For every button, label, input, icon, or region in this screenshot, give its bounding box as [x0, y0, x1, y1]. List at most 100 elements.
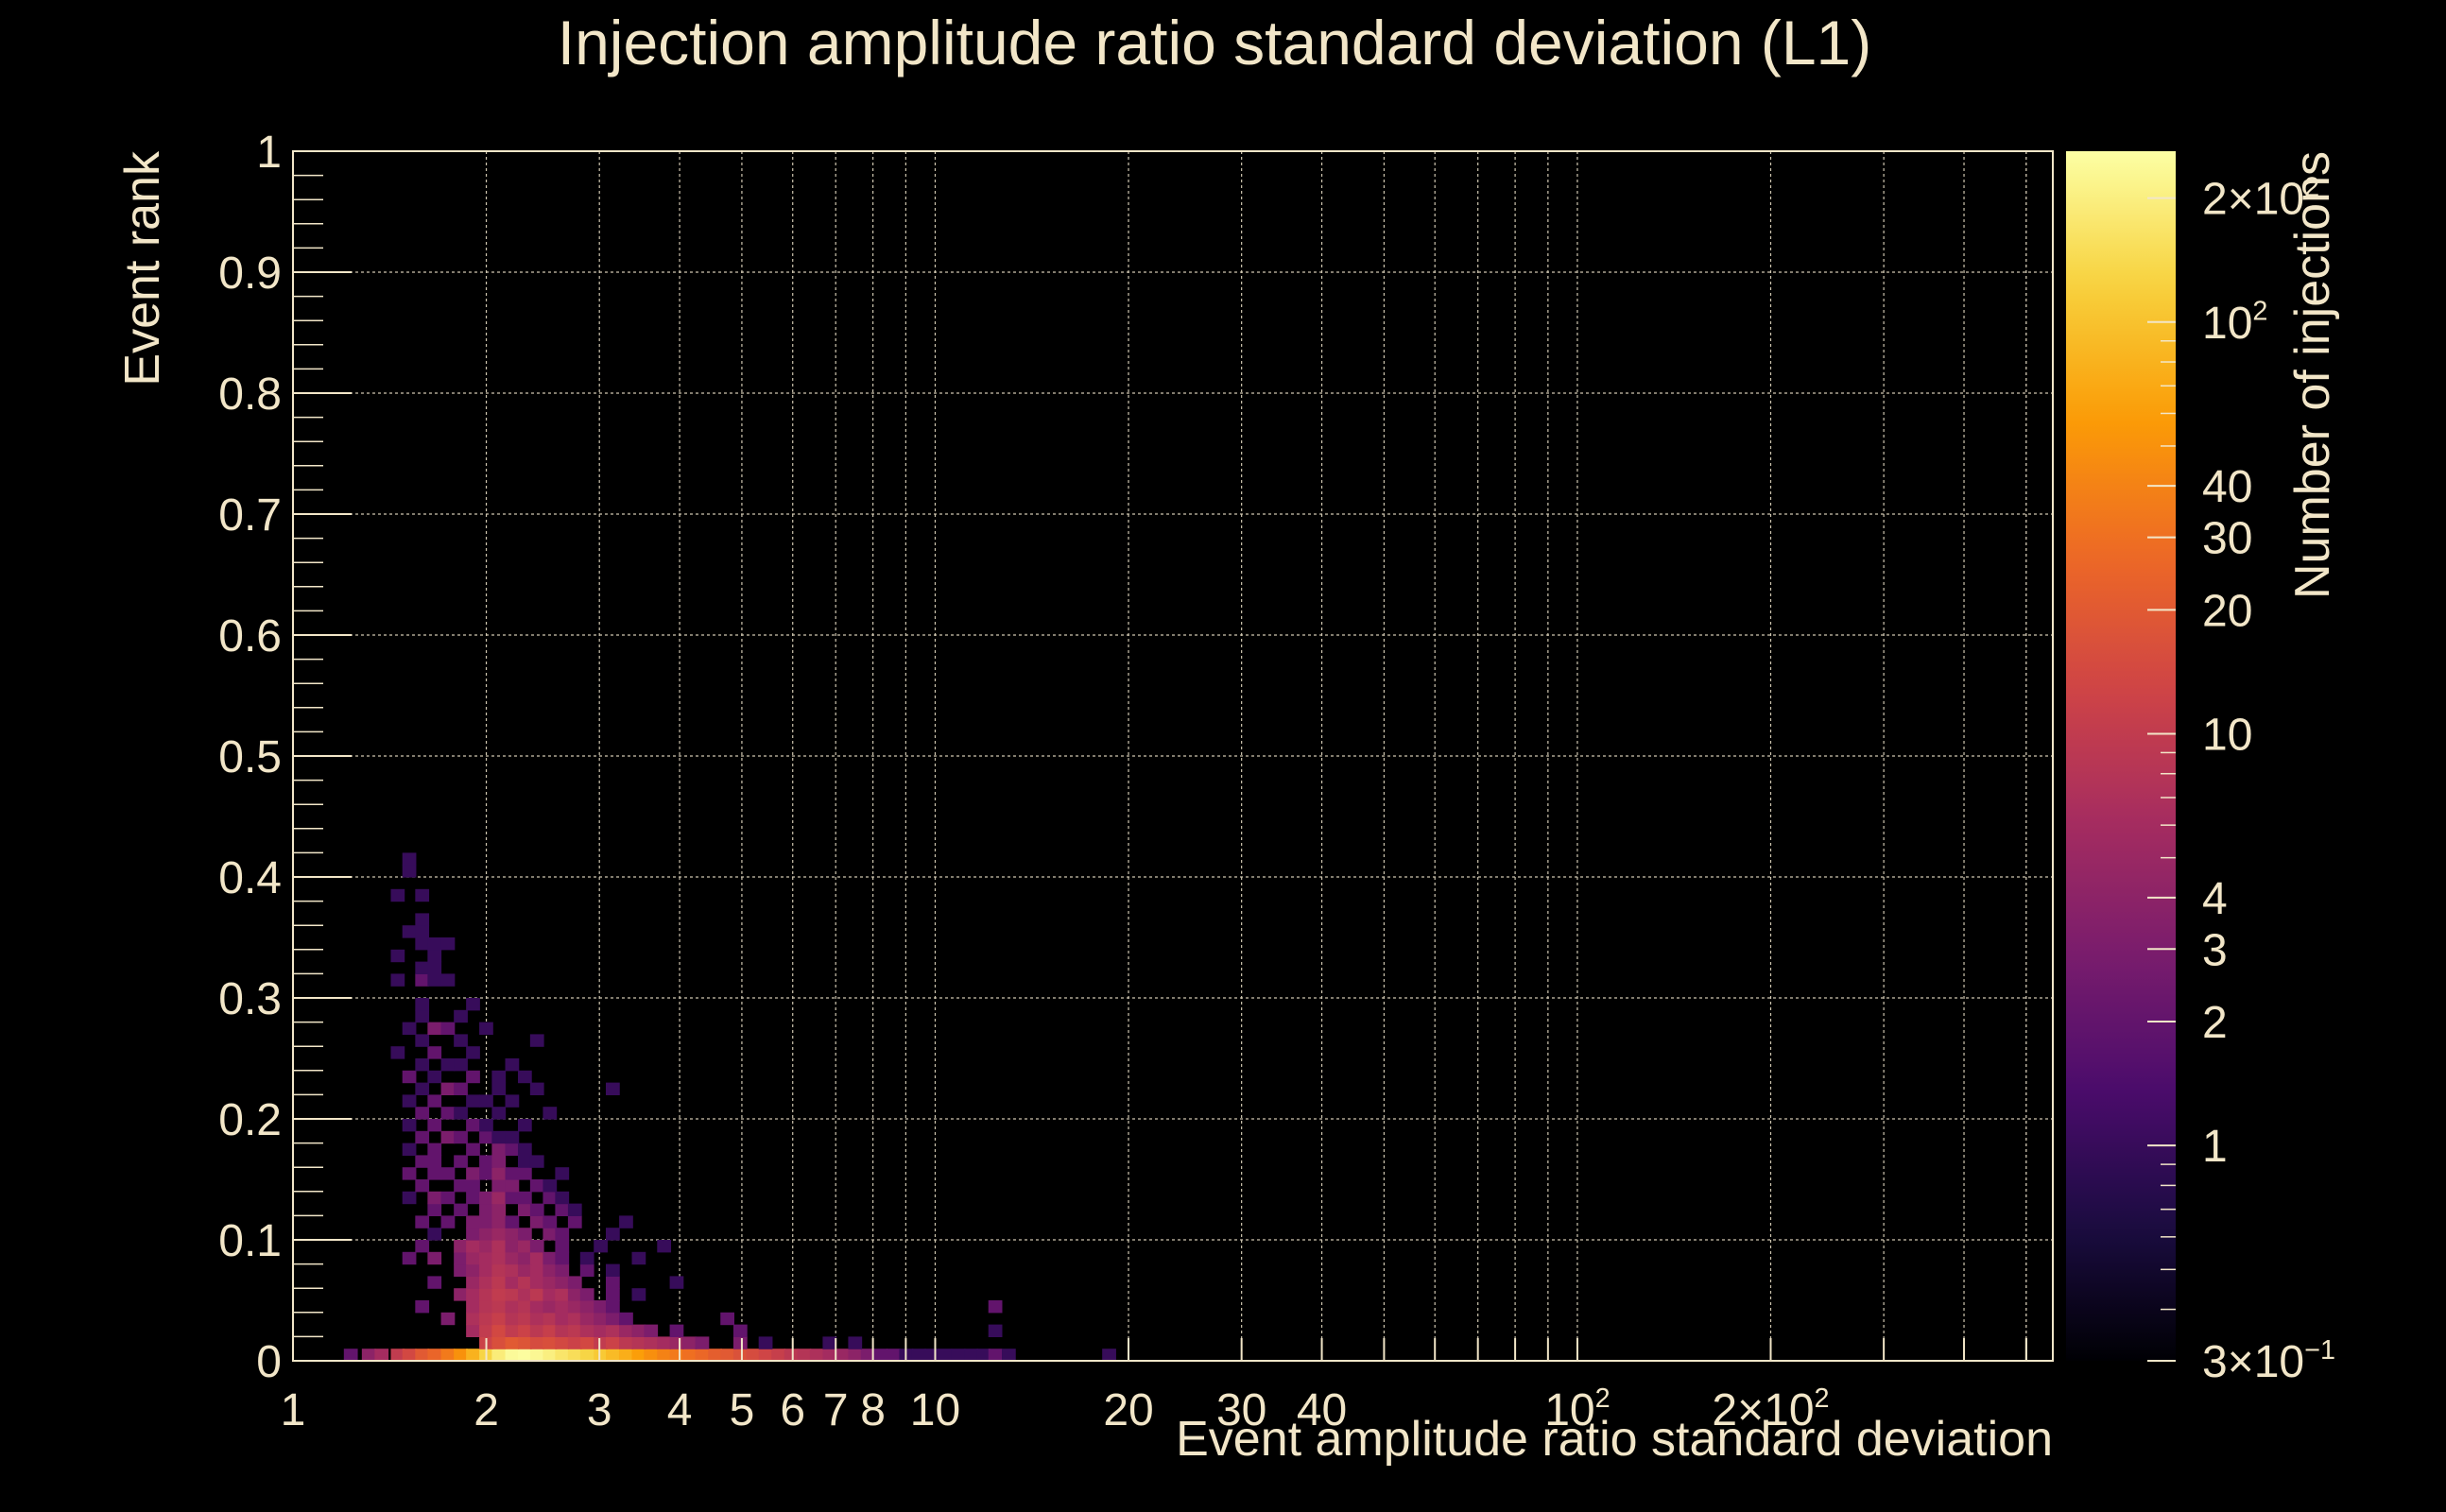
colorbar-tick-label: 30	[2202, 514, 2252, 564]
heatmap-cell	[415, 1349, 430, 1362]
heatmap-cell	[605, 1288, 620, 1301]
y-tick-label: 0.1	[218, 1216, 282, 1266]
heatmap-cell	[543, 1336, 558, 1349]
heatmap-cell	[619, 1215, 633, 1228]
heatmap-cell	[631, 1349, 646, 1362]
heatmap-cell	[479, 1276, 493, 1289]
heatmap-cell	[605, 1300, 620, 1314]
heatmap-cell	[427, 949, 442, 963]
heatmap-cell	[491, 1191, 507, 1205]
heatmap-cell	[479, 1094, 493, 1108]
heatmap-cell	[555, 1228, 570, 1241]
x-tick-label: 5	[730, 1385, 755, 1435]
heatmap-cell	[619, 1349, 633, 1362]
heatmap-cell	[594, 1349, 608, 1362]
heatmap-cell	[479, 1312, 493, 1326]
heatmap-cell	[505, 1288, 520, 1301]
heatmap-cell	[746, 1349, 761, 1362]
heatmap-cell	[860, 1349, 875, 1362]
heatmap-cell	[657, 1336, 672, 1349]
heatmap-cell	[732, 1349, 748, 1362]
heatmap-cell	[1002, 1349, 1016, 1362]
heatmap-cell	[402, 1070, 417, 1084]
colorbar-tick-label: 2	[2202, 998, 2228, 1048]
heatmap-cell	[669, 1349, 684, 1362]
colorbar-tick-label: 4	[2202, 874, 2228, 924]
heatmap-cell	[938, 1349, 953, 1362]
heatmap-cell	[479, 1228, 493, 1241]
grid	[293, 151, 2053, 1361]
heatmap-cell	[555, 1203, 570, 1216]
heatmap-cell	[517, 1143, 532, 1156]
heatmap-cell	[517, 1203, 532, 1216]
heatmap-cell	[440, 1349, 456, 1362]
heatmap-cell	[529, 1034, 544, 1047]
colorbar-tick-label: 40	[2202, 462, 2252, 512]
heatmap-cell	[988, 1349, 1003, 1362]
heatmap-cell	[479, 1022, 493, 1035]
heatmap-cell	[427, 1094, 442, 1108]
heatmap-cell	[543, 1107, 558, 1120]
heatmap-cell	[454, 1240, 468, 1253]
heatmap-cell	[427, 1251, 442, 1265]
heatmap-cell	[491, 1300, 507, 1314]
heatmap-cell	[505, 1300, 520, 1314]
heatmap-cell	[505, 1324, 520, 1337]
heatmap-cell	[466, 1119, 480, 1132]
heatmap-cell	[454, 1179, 468, 1193]
heatmap-cell	[491, 1240, 507, 1253]
heatmap-cell	[543, 1179, 558, 1193]
heatmap-cell	[440, 1191, 456, 1205]
heatmap-cell	[517, 1119, 532, 1132]
heatmap-cell	[669, 1276, 684, 1289]
heatmap-cell	[415, 913, 430, 926]
heatmap-cell	[454, 1082, 468, 1095]
heatmap-cell	[555, 1276, 570, 1289]
heatmap-cell	[631, 1251, 646, 1265]
heatmap-cell	[491, 1336, 507, 1349]
heatmap-cell	[517, 1336, 532, 1349]
heatmap-cell	[505, 1263, 520, 1277]
x-tick-label: 102	[1544, 1383, 1610, 1435]
heatmap-cell	[555, 1336, 570, 1349]
heatmap-cell	[529, 1155, 544, 1168]
heatmap-cell	[529, 1215, 544, 1228]
heatmap-cell	[835, 1349, 850, 1362]
heatmap-cell	[732, 1336, 748, 1349]
colorbar-tick-label: 3	[2202, 925, 2228, 975]
heatmap-cell	[555, 1167, 570, 1180]
heatmap-cell	[402, 1119, 417, 1132]
heatmap-cell	[466, 1263, 480, 1277]
heatmap-cell	[543, 1251, 558, 1265]
heatmap-cell	[543, 1288, 558, 1301]
heatmap-cell	[911, 1349, 926, 1362]
heatmap-cell	[390, 973, 405, 987]
heatmap-cell	[491, 1179, 507, 1193]
heatmap-cell	[605, 1228, 620, 1241]
heatmap-cell	[605, 1312, 620, 1326]
heatmap-cell	[543, 1312, 558, 1326]
heatmap-cell	[440, 1312, 456, 1326]
heatmap-cell	[491, 1349, 507, 1362]
heatmap-cell	[708, 1349, 722, 1362]
heatmap-cell	[517, 1288, 532, 1301]
heatmap-cell	[579, 1312, 594, 1326]
heatmap-cell	[415, 1034, 430, 1047]
colorbar-tick-label: 102	[2202, 297, 2267, 349]
heatmap-cell	[555, 1191, 570, 1205]
heatmap-cell	[415, 925, 430, 938]
heatmap-cell	[543, 1349, 558, 1362]
heatmap-cell	[555, 1324, 570, 1337]
heatmap-cell	[505, 1312, 520, 1326]
heatmap-cell	[809, 1349, 824, 1362]
heatmap-cell	[415, 1215, 430, 1228]
heatmap-cell	[529, 1336, 544, 1349]
heatmap-cell	[555, 1349, 570, 1362]
y-tick-label: 0.7	[218, 490, 282, 541]
heatmap-cell	[491, 1167, 507, 1180]
heatmap-cell	[517, 1251, 532, 1265]
heatmap-cell	[343, 1349, 358, 1362]
heatmap-cell	[440, 1022, 456, 1035]
heatmap-cell	[402, 852, 417, 866]
heatmap-cell	[427, 1203, 442, 1216]
